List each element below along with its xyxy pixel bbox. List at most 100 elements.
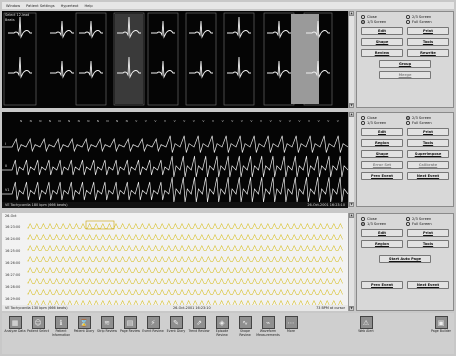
group-button[interactable]: Group — [378, 60, 432, 68]
one-third-radio[interactable]: 1/3 Screen — [361, 121, 404, 125]
disclosure-trace-row — [27, 222, 343, 229]
panel1-scrollbar[interactable]: ▲ ▼ — [348, 11, 354, 108]
toolbar-button-episode[interactable]: ◈ Episode Review — [211, 316, 233, 351]
template-frame — [75, 12, 107, 106]
beat-label: V — [327, 119, 330, 123]
two-thirds-radio[interactable]: 2/3 Screen — [406, 15, 449, 19]
one-third-radio[interactable]: 1/3 Screen — [361, 222, 404, 226]
panel1-header: Select 12-lead — [5, 13, 30, 17]
panel2-scrollbar[interactable]: ▲ ▼ — [348, 112, 354, 207]
beat-template-canvas[interactable] — [2, 11, 348, 108]
history-icon: ⌛ — [77, 316, 91, 329]
beat-label: N — [126, 119, 128, 123]
toolbar-button-diary[interactable]: ✎ Event Diary — [165, 316, 187, 351]
strip-status-rhythm: VE Tachycardia 180 bpm (666 beats) — [5, 203, 68, 207]
disclosure-time-label: 16:25:00 — [5, 249, 21, 253]
menu-window[interactable]: Window — [6, 3, 21, 8]
tools-button[interactable]: Tools — [407, 38, 449, 46]
edit-button[interactable]: Edit — [361, 27, 403, 35]
beat-label: V — [289, 119, 292, 123]
toolbar-button-waveform[interactable]: ⌁ Waveform Measurements — [256, 316, 280, 351]
print-button[interactable]: Print — [407, 229, 449, 237]
toolbar-button-trend[interactable]: ⇗ Trend Review — [188, 316, 210, 351]
scroll-down-icon[interactable]: ▼ — [349, 103, 354, 108]
full-disclosure-panel: 26-Oct 16:23:00 16:24:00 16:25:00 16:26:00 1… — [2, 213, 348, 311]
toolbar-button-page[interactable]: ▤ Page Review — [119, 316, 141, 351]
region-button[interactable]: Region — [361, 240, 403, 248]
two-thirds-radio[interactable]: 2/3 Screen — [406, 116, 449, 120]
beat-template-trace — [306, 60, 330, 79]
disclosure-time-label: 16:24:00 — [5, 237, 21, 241]
menu-hypertext[interactable]: Hypertext — [60, 3, 79, 8]
shape-button[interactable]: Shape — [361, 38, 403, 46]
bottom-toolbar: ▦ Analyze Data ☺ Patient Select ℹ Patient Inf… — [2, 313, 454, 354]
strip-controls: Close 2/3 Screen 1/3 Screen Full Screen … — [356, 112, 454, 207]
review-button[interactable]: Review — [361, 49, 403, 57]
prev-event-button[interactable]: Prev Event — [361, 281, 403, 289]
beat-label: V — [145, 119, 148, 123]
rewrite-button[interactable]: Rewrite — [407, 49, 449, 57]
tools-button[interactable]: Tools — [407, 240, 449, 248]
shape-button[interactable]: Shape — [361, 150, 403, 158]
disclosure-trace-row — [27, 244, 343, 251]
superimpose-button[interactable]: Superimpose — [407, 150, 449, 158]
toolbar-button-more[interactable]: ⋯ More — [280, 316, 302, 351]
beat-template-trace — [227, 16, 251, 39]
panel3-scrollbar[interactable]: ▲ ▼ — [348, 213, 354, 311]
scroll-down-icon[interactable]: ▼ — [349, 306, 354, 311]
two-thirds-radio[interactable]: 2/3 Screen — [406, 217, 449, 221]
toolbar-button-event[interactable]: ⚡ Event Review — [142, 316, 164, 351]
event-icon: ⚡ — [146, 316, 160, 329]
prev-event-button[interactable]: Prev Event — [361, 172, 403, 180]
scroll-up-icon[interactable]: ▲ — [349, 213, 354, 218]
template-frame — [113, 12, 145, 106]
close-radio[interactable]: Close — [361, 15, 404, 19]
next-event-button[interactable]: Next Event — [407, 172, 449, 180]
error-set-button[interactable]: Error Set — [361, 161, 403, 169]
strip-status-time: 26-Oct-2001 16:23:10 — [307, 203, 345, 207]
toolbar-button-shape[interactable]: ∿ Shape Review — [234, 316, 256, 351]
toolbar-label: Waveform Measurements — [256, 329, 280, 337]
beat-label: V — [154, 119, 157, 123]
edit-button[interactable]: Edit — [361, 229, 403, 237]
menu-help[interactable]: Help — [84, 3, 93, 8]
calibrate-button[interactable]: Calibrate — [407, 161, 449, 169]
next-event-button[interactable]: Next Event — [407, 281, 449, 289]
beat-template-trace — [189, 20, 213, 39]
toolbar-button-history[interactable]: ⌛ Patient Diary — [73, 316, 95, 351]
toolbar-button-grid[interactable]: ▦ Analyze Data — [4, 316, 26, 351]
full-screen-radio[interactable]: Full Screen — [406, 222, 449, 226]
full-disclosure-canvas[interactable] — [2, 213, 348, 311]
beat-template-trace — [151, 60, 175, 79]
print-button[interactable]: Print — [407, 128, 449, 136]
print-button[interactable]: Print — [407, 27, 449, 35]
one-third-radio[interactable]: 1/3 Screen — [361, 20, 404, 24]
toolbar-button-wait[interactable]: ⚠ Web Alert — [355, 316, 377, 351]
full-screen-radio[interactable]: Full Screen — [406, 20, 449, 24]
beat-label: N — [58, 119, 60, 123]
region-button[interactable]: Region — [361, 139, 403, 147]
waveform-icon: ⌁ — [261, 316, 275, 329]
close-radio[interactable]: Close — [361, 116, 404, 120]
template-frame — [185, 12, 217, 106]
toolbar-label: Episode Review — [215, 329, 229, 337]
merge-button[interactable]: Merge — [378, 71, 432, 79]
menu-patient-settings[interactable]: Patient Settings — [26, 3, 55, 8]
toolbar-button-person[interactable]: ☺ Patient Select — [27, 316, 49, 351]
toolbar-button-strip[interactable]: ≋ Strip Review — [96, 316, 118, 351]
scroll-up-icon[interactable]: ▲ — [349, 112, 354, 117]
beat-label: V — [298, 119, 301, 123]
start-auto-page-button[interactable]: Start Auto Page — [378, 255, 432, 263]
scroll-up-icon[interactable]: ▲ — [349, 11, 354, 16]
full-screen-radio[interactable]: Full Screen — [406, 121, 449, 125]
beat-label: V — [164, 119, 167, 123]
toolbar-label: Patient Select — [27, 329, 49, 333]
toolbar-button-page-builder[interactable]: ▣ Page Builder — [430, 316, 452, 351]
edit-button[interactable]: Edit — [361, 128, 403, 136]
tools-button[interactable]: Tools — [407, 139, 449, 147]
scroll-down-icon[interactable]: ▼ — [349, 202, 354, 207]
close-radio[interactable]: Close — [361, 217, 404, 221]
shape-icon: ∿ — [238, 316, 252, 329]
toolbar-button-info[interactable]: ℹ Patient Information — [50, 316, 72, 351]
